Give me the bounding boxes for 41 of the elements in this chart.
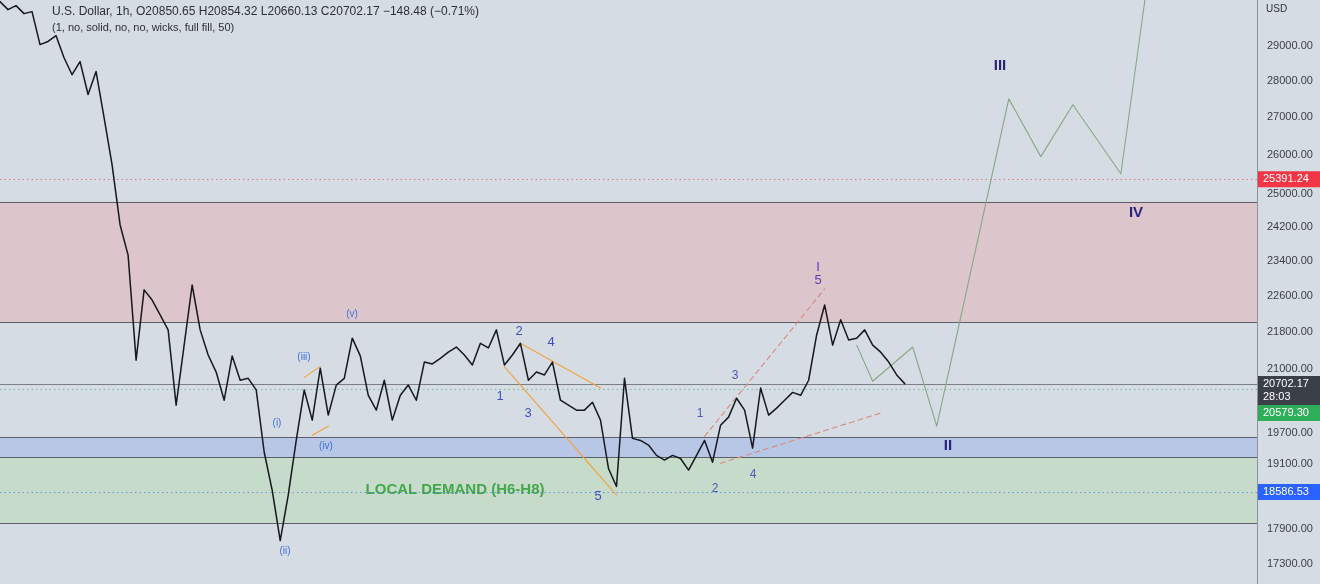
y-axis-title: USD [1266,2,1288,14]
annotation: I [816,258,820,274]
annotation: 4 [547,333,555,349]
annotation: 4 [749,467,757,482]
annotation: (i) [272,416,282,428]
ref-line-label: 20579.30 [1263,406,1309,419]
annotation: (iv) [319,439,333,451]
annotation: 2 [515,322,523,338]
text: (1, no, solid, no, no, wicks, full fill, 50) [52,21,235,34]
annotation: II [943,436,953,454]
ref-line-label: 20702.17 28:03 [1263,377,1309,403]
annotation: 3 [731,368,739,383]
y-tick-label: 22600.00 [1267,288,1313,301]
annotation: 5 [594,487,602,503]
annotation: 3 [524,404,532,420]
annotation: 5 [814,271,822,287]
y-tick-label: 21800.00 [1267,324,1313,337]
annotation: 1 [696,406,704,421]
y-tick-label: 23400.00 [1267,253,1313,266]
ref-line-label: 25391.24 [1263,172,1309,185]
annotation: 1 [496,387,504,403]
y-tick-label: 26000.00 [1267,148,1313,161]
annotation: 2 [711,481,719,496]
annotation: IV [1128,203,1144,221]
y-tick-label: 19100.00 [1267,457,1313,470]
y-tick-label: 29000.00 [1267,38,1313,51]
y-tick-label: 27000.00 [1267,110,1313,123]
annotation: III [993,56,1007,74]
band-label: LOCAL DEMAND (H6-H8) [365,480,545,498]
y-tick-label: 19700.00 [1267,426,1313,439]
y-tick-label: 24200.00 [1267,220,1313,233]
annotation: (iii) [297,350,311,362]
ref-line-label: 18586.53 [1263,485,1309,498]
y-tick-label: 25000.00 [1267,187,1313,200]
chart-title: U.S. Dollar, 1h, O20850.65 H20854.32 L20660.13 C20702.17 −148.48 (−0.71%) [52,4,479,19]
y-tick-label: 21000.00 [1267,362,1313,375]
y-tick-label: 17300.00 [1267,556,1313,569]
annotation: (v) [346,307,358,319]
annotation: (ii) [279,544,291,556]
y-tick-label: 28000.00 [1267,73,1313,86]
y-tick-label: 17900.00 [1267,522,1313,535]
